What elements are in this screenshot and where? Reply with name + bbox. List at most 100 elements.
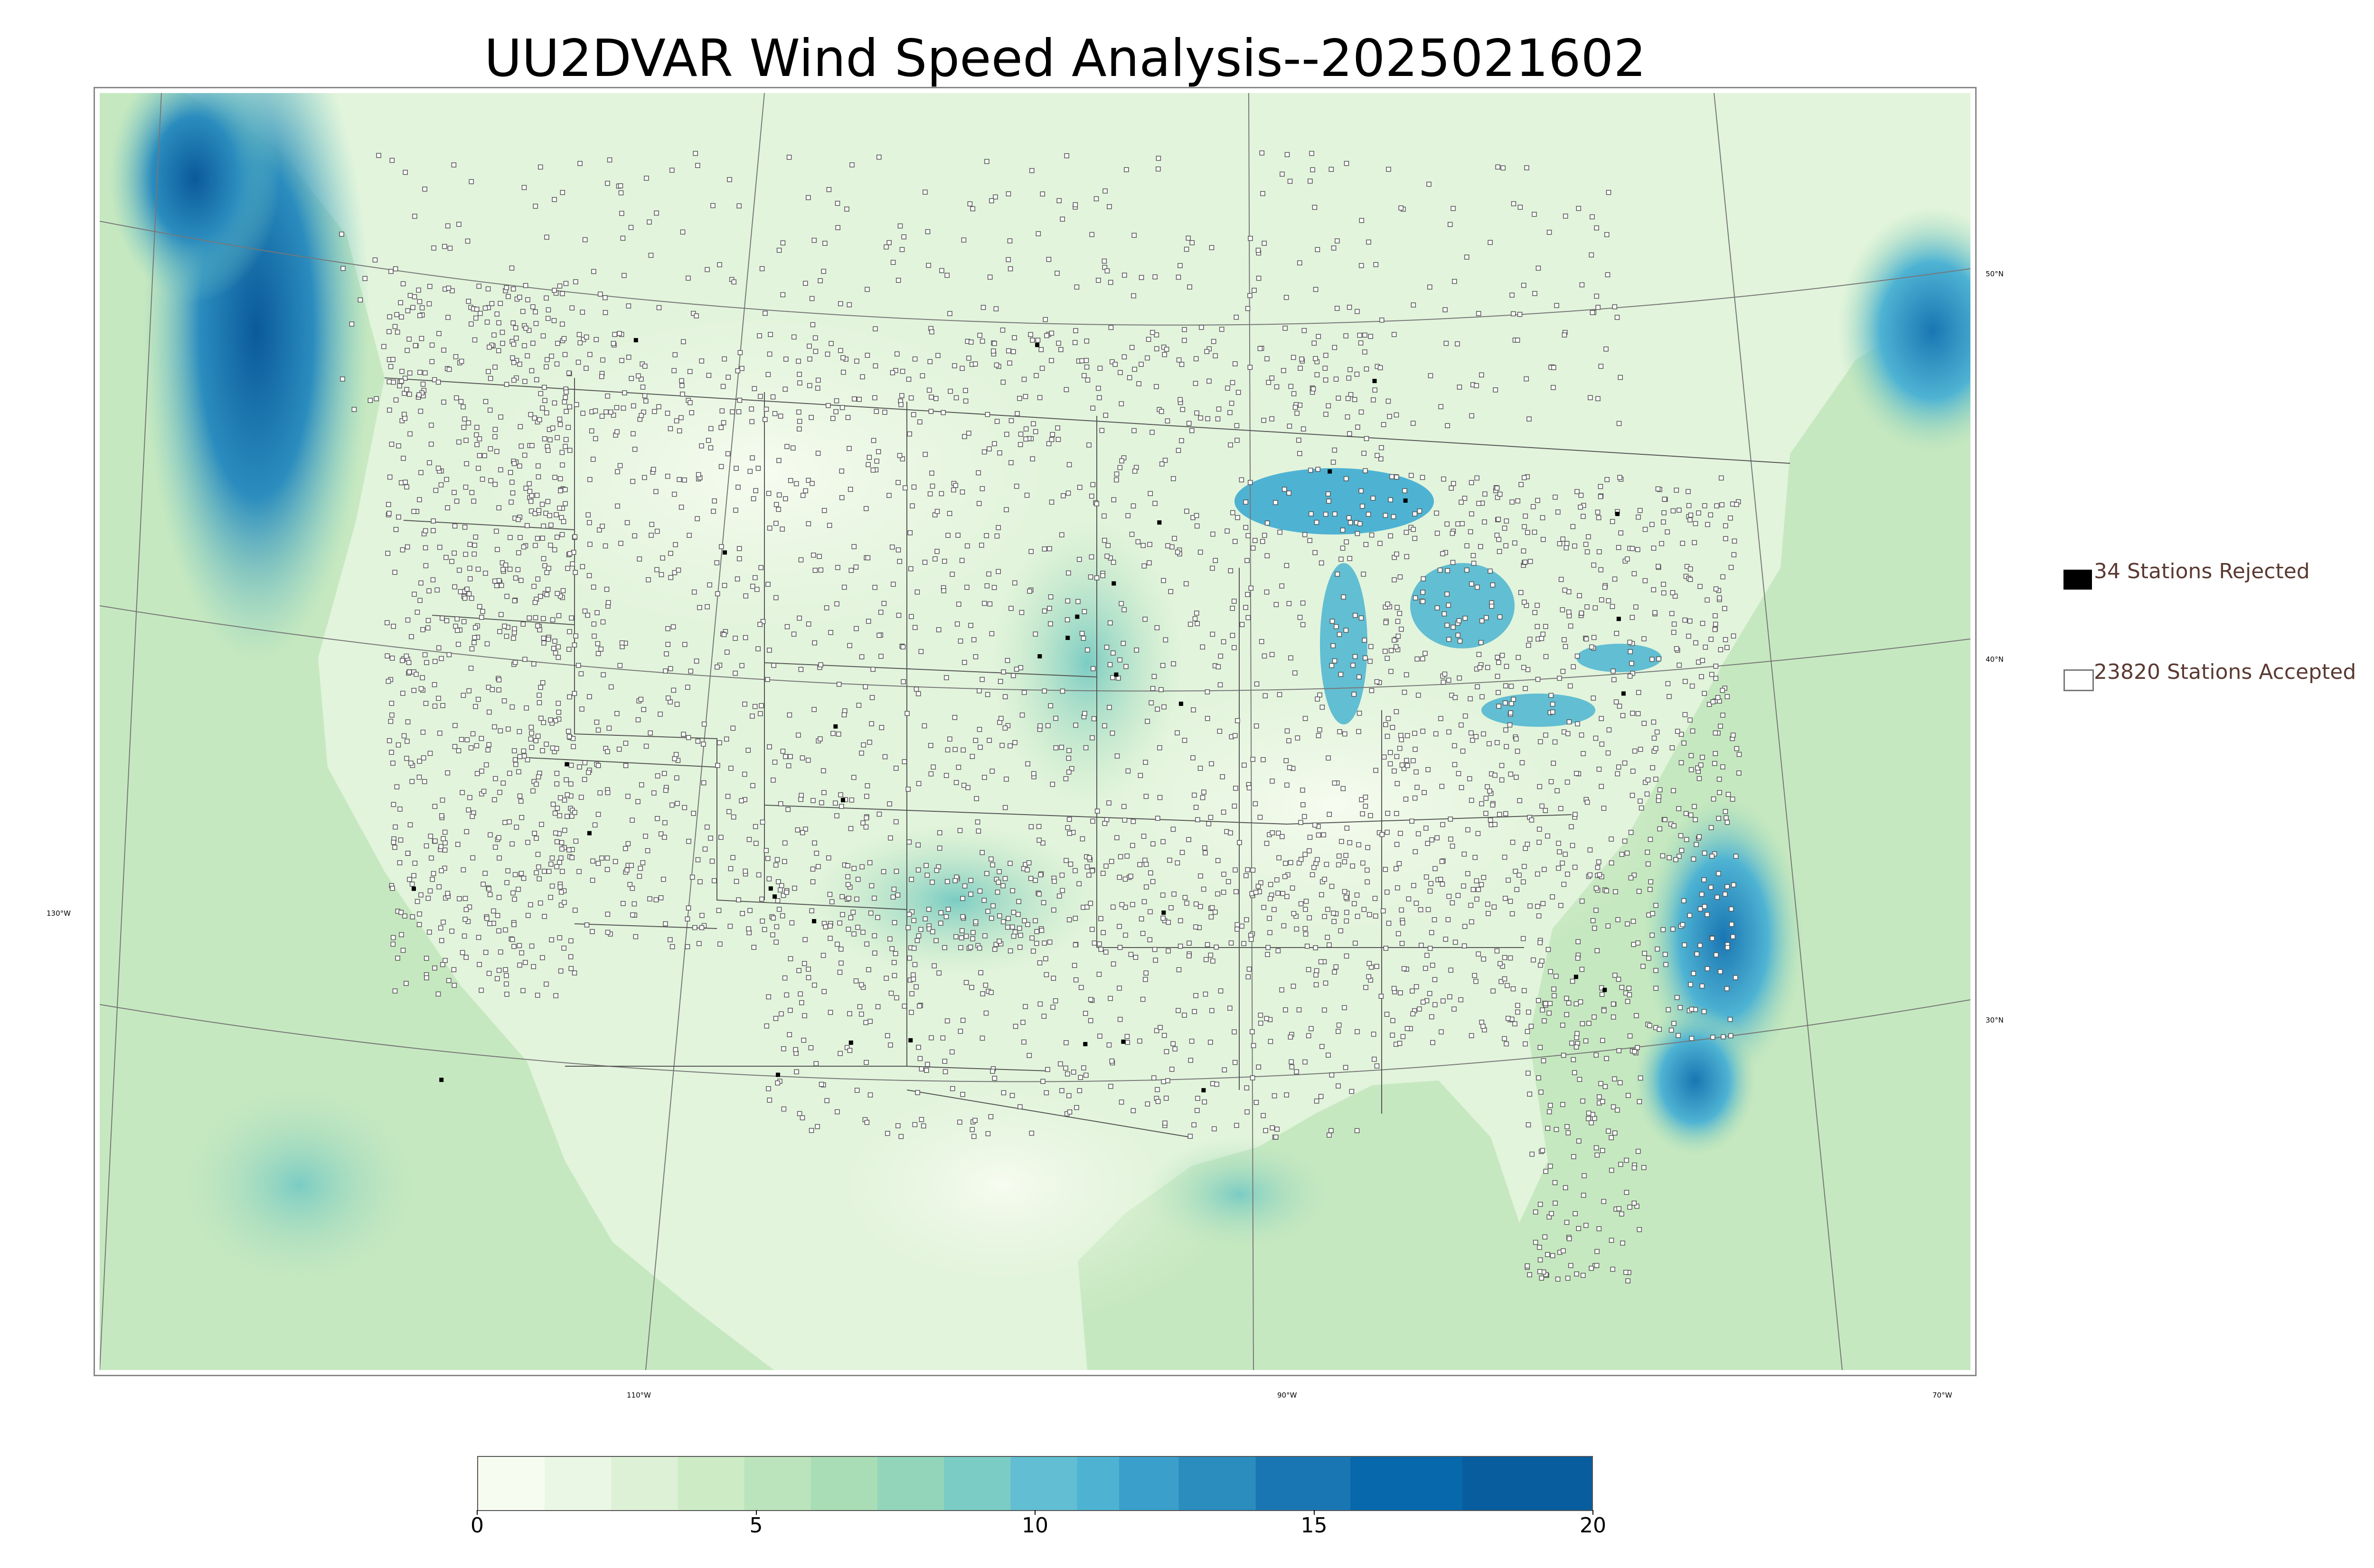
accepted-station-marker	[1627, 639, 1632, 645]
accepted-station-marker	[554, 839, 560, 845]
accepted-station-marker	[1727, 1017, 1733, 1022]
accepted-station-marker	[661, 876, 666, 882]
accepted-station-marker	[1632, 748, 1638, 754]
accepted-station-marker	[712, 498, 717, 504]
accepted-station-marker	[944, 879, 950, 884]
accepted-station-marker	[823, 924, 829, 930]
accepted-station-marker	[663, 668, 668, 674]
accepted-station-marker	[466, 591, 472, 597]
accepted-station-marker	[608, 684, 614, 690]
accepted-station-marker	[1520, 936, 1526, 941]
accepted-station-marker	[520, 988, 526, 994]
accepted-station-marker	[428, 834, 433, 839]
accepted-station-marker	[1479, 694, 1485, 700]
accepted-station-marker	[1384, 1012, 1390, 1017]
accepted-station-marker	[467, 542, 473, 547]
accepted-station-marker	[1059, 873, 1065, 878]
accepted-station-marker	[1295, 735, 1300, 741]
accepted-station-marker	[759, 896, 764, 902]
accepted-station-marker	[1304, 943, 1310, 949]
accepted-station-marker	[1554, 1127, 1559, 1132]
accepted-station-marker	[1567, 683, 1573, 689]
accepted-station-marker	[998, 679, 1003, 684]
accepted-station-marker	[1140, 930, 1146, 936]
accepted-station-marker	[978, 744, 983, 750]
accepted-station-marker	[1096, 385, 1101, 391]
accepted-station-marker	[1510, 986, 1516, 992]
accepted-station-marker	[1056, 893, 1062, 899]
accepted-station-marker	[642, 475, 647, 480]
accepted-station-marker	[1337, 729, 1342, 734]
accepted-station-marker	[517, 463, 522, 469]
accepted-station-marker	[715, 664, 720, 670]
accepted-station-marker	[1674, 995, 1680, 1000]
accepted-station-marker	[1133, 955, 1139, 960]
accepted-station-marker	[900, 644, 906, 650]
accepted-station-marker	[811, 707, 817, 712]
accepted-station-marker	[1243, 499, 1248, 505]
accepted-station-marker	[1284, 563, 1290, 568]
accepted-station-marker	[451, 967, 457, 972]
accepted-station-marker	[537, 700, 542, 705]
accepted-station-marker	[860, 820, 866, 826]
accepted-station-marker	[511, 377, 517, 383]
accepted-station-marker	[1406, 896, 1412, 901]
accepted-station-marker	[1161, 578, 1166, 583]
accepted-station-marker	[815, 451, 821, 456]
accepted-station-marker	[488, 446, 493, 451]
accepted-station-marker	[1088, 1018, 1093, 1023]
accepted-station-marker	[1597, 872, 1602, 877]
accepted-station-marker	[1671, 788, 1676, 793]
accepted-station-marker	[1042, 688, 1047, 694]
accepted-station-marker	[786, 763, 791, 769]
accepted-station-marker	[1012, 580, 1017, 586]
accepted-station-marker	[498, 949, 503, 955]
accepted-station-marker	[552, 288, 557, 293]
accepted-station-marker	[1110, 650, 1116, 656]
accepted-station-marker	[1554, 303, 1559, 308]
accepted-station-marker	[788, 754, 793, 760]
accepted-station-marker	[1284, 728, 1290, 734]
accepted-station-marker	[492, 724, 497, 730]
accepted-station-marker	[1283, 758, 1289, 763]
accepted-station-marker	[1611, 677, 1617, 683]
accepted-station-marker	[1550, 709, 1555, 715]
accepted-station-marker	[407, 822, 413, 827]
accepted-station-marker	[1430, 1040, 1435, 1045]
accepted-station-marker	[537, 900, 543, 906]
accepted-station-marker	[1001, 919, 1006, 924]
accepted-station-marker	[558, 855, 564, 861]
accepted-station-marker	[1090, 482, 1096, 488]
accepted-station-marker	[512, 660, 518, 665]
accepted-station-marker	[1289, 1059, 1294, 1065]
accepted-station-marker	[1613, 889, 1618, 894]
accepted-station-marker	[926, 263, 931, 268]
accepted-station-marker	[536, 864, 541, 870]
accepted-station-marker	[1560, 668, 1566, 674]
accepted-station-marker	[834, 398, 839, 404]
accepted-station-marker	[565, 424, 571, 430]
accepted-station-marker	[807, 383, 812, 388]
accepted-station-marker	[1178, 263, 1183, 268]
accepted-station-marker	[844, 1045, 850, 1051]
accepted-station-marker	[1186, 235, 1191, 241]
accepted-station-marker	[753, 824, 758, 829]
accepted-station-marker	[767, 351, 772, 357]
rejected-station-marker	[1121, 1039, 1126, 1044]
accepted-station-marker	[815, 385, 820, 391]
accepted-station-marker	[1510, 839, 1516, 845]
accepted-station-marker	[1413, 747, 1418, 752]
accepted-station-marker	[669, 168, 675, 173]
accepted-station-marker	[989, 769, 995, 774]
accepted-station-marker	[1015, 411, 1020, 416]
accepted-station-marker	[518, 535, 523, 540]
accepted-station-marker	[1171, 476, 1176, 481]
accepted-station-marker	[1134, 648, 1139, 653]
accepted-station-marker	[427, 888, 433, 894]
accepted-station-marker	[420, 627, 425, 632]
accepted-station-marker	[1427, 284, 1432, 290]
accepted-station-marker	[504, 880, 509, 885]
accepted-station-marker	[461, 867, 466, 873]
accepted-station-marker	[1153, 958, 1158, 963]
rejected-station-swatch	[2063, 570, 2092, 590]
